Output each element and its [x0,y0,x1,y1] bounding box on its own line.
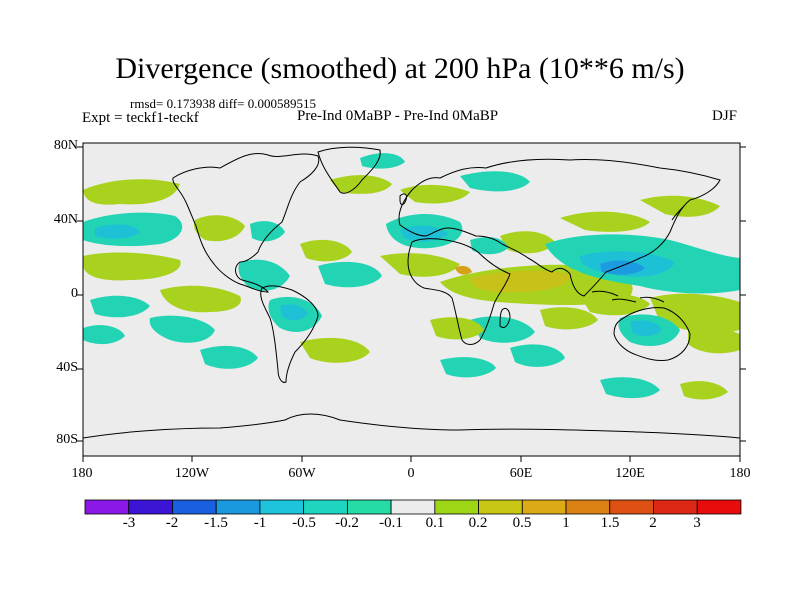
colorbar-swatch [653,499,698,515]
colorbar-swatch [434,499,479,515]
lat-tick-40n: 40N [53,212,78,227]
colorbar-label: 0.5 [512,515,532,531]
divergence-contour-region [95,224,140,239]
experiment-label: Expt = teckf1-teckf [82,110,199,126]
colorbar-swatch [696,499,742,515]
colorbar-swatch [128,499,173,515]
colorbar-swatch [303,499,348,515]
lat-tick-80s: 80S [56,432,78,447]
divergence-contour-region [83,252,181,281]
divergence-contour-region [460,171,530,192]
divergence-contour-region [470,316,535,343]
colorbar-swatch [84,499,130,515]
colorbar-label: -1.5 [204,515,228,531]
divergence-contour-region [300,337,370,363]
lat-tick-40s: 40S [56,360,78,375]
rmsd-diff-stats: rmsd= 0.173938 diff= 0.000589515 [130,96,316,111]
divergence-contour-region [200,345,258,369]
lon-tick-120w: 120W [174,466,210,481]
lon-tick-180e: 180 [729,466,751,481]
lon-tick-60e: 60E [509,466,533,481]
divergence-contour-region [360,153,405,169]
colorbar-label: 1 [562,515,570,531]
colorbar-swatch [259,499,305,515]
divergence-contour-region [440,357,496,378]
colorbar-label: -1 [253,515,267,531]
colorbar-label: 3 [693,515,701,531]
divergence-contour-region [430,317,484,340]
season-label: DJF [712,108,738,124]
colorbar-label: -3 [122,515,136,531]
lon-tick-60w: 60W [288,466,316,481]
divergence-contour-region [83,325,125,345]
colorbar-label: 0.2 [468,515,488,531]
divergence-contour-region [83,179,180,205]
coastlines [83,146,740,439]
divergence-contour-region [600,377,660,399]
lat-tick-80n: 80N [53,138,78,153]
lat-tick-0: 0 [71,286,78,301]
divergence-contour-region [540,307,598,330]
divergence-contour-region [500,231,555,254]
divergence-contour-region [400,225,448,242]
colorbar-label: 0.1 [425,515,445,531]
divergence-contour-region [510,344,565,367]
divergence-contour-region [149,315,215,343]
axis-ticks [77,146,746,462]
map-title: Divergence (smoothed) at 200 hPa (10**6 … [115,52,685,85]
divergence-field [83,153,740,400]
divergence-contour-region [380,253,460,277]
colorbar-swatch [521,499,567,515]
divergence-contour-region [90,295,150,318]
divergence-contour-region [300,239,352,262]
divergence-contour-region [160,285,241,313]
colorbar-swatch [478,499,523,515]
divergence-contour-region [600,260,645,275]
divergence-contour-region [560,211,650,232]
divergence-contour-region [580,293,650,316]
colorbar-label: -0.5 [292,515,316,531]
colorbar [84,499,742,515]
divergence-contour-region [280,304,308,321]
colorbar-swatch [215,499,261,515]
colorbar-swatch [390,499,436,515]
colorbar-label: -0.2 [335,515,359,531]
divergence-contour-region [318,261,382,288]
colorbar-label: -0.1 [379,515,403,531]
colorbar-swatch [609,499,654,515]
divergence-contour-region [455,265,472,275]
lon-tick-120e: 120E [615,466,645,481]
lon-tick-180w: 180 [71,466,93,481]
comparison-subtitle: Pre-Ind 0MaBP - Pre-Ind 0MaBP [297,108,499,124]
colorbar-label: 2 [649,515,657,531]
divergence-contour-region [194,215,245,242]
divergence-contour-region [470,270,571,293]
colorbar-swatch [172,499,217,515]
divergence-contour-region [400,184,470,204]
divergence-contour-region [330,175,392,194]
lon-tick-0: 0 [407,466,415,481]
divergence-contour-region [680,381,728,400]
divergence-contour-region [640,195,720,217]
colorbar-swatch [565,499,611,515]
divergence-contour-region [688,327,740,354]
colorbar-label: 1.5 [600,515,620,531]
divergence-contour-region [630,320,662,337]
colorbar-label: -2 [165,515,179,531]
colorbar-swatch [346,499,392,515]
